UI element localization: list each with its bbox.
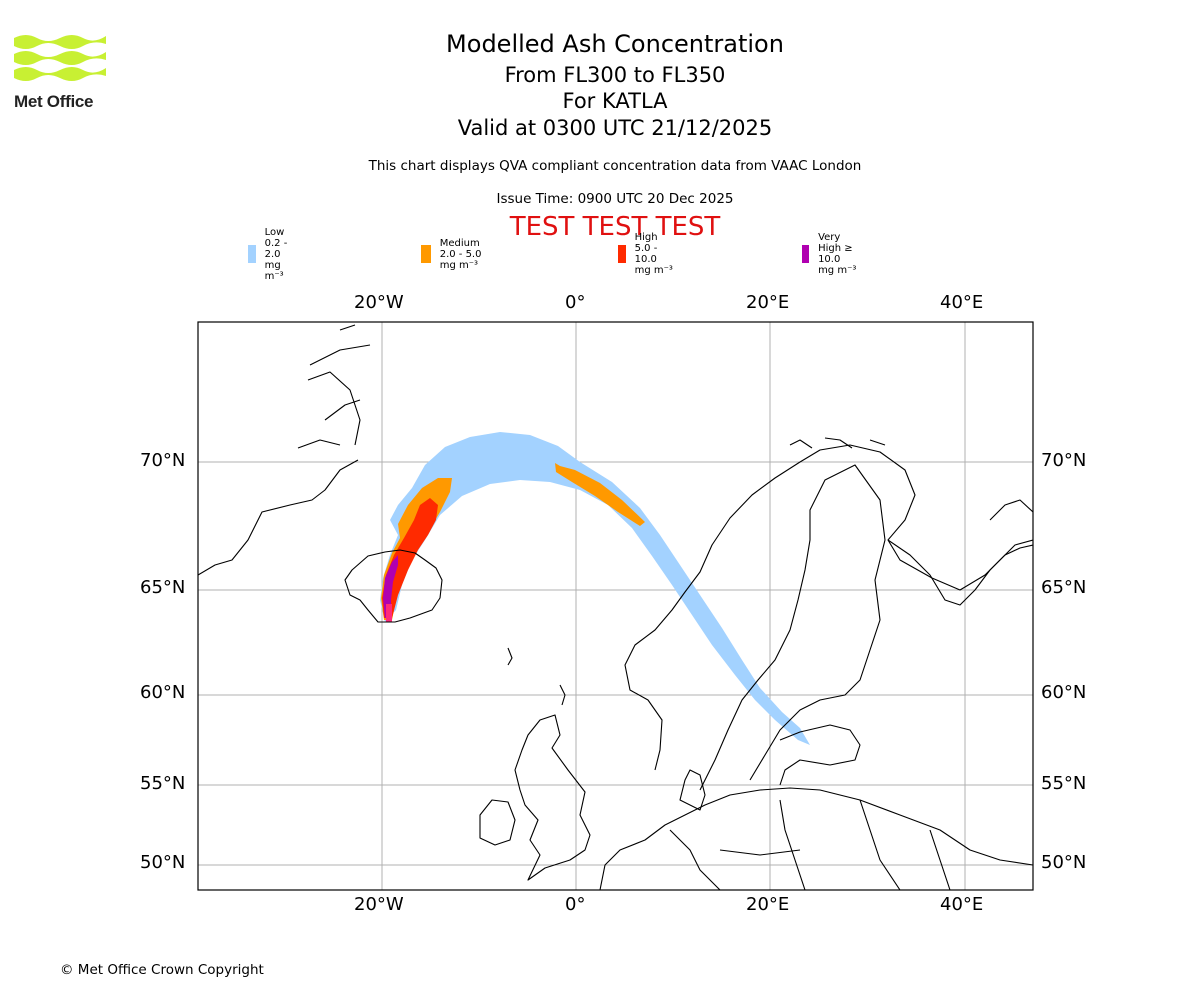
legend-swatch-low — [248, 245, 256, 263]
legend-label-high: High 5.0 - 10.0 mg m⁻³ — [634, 232, 673, 276]
lon-tick-top: 20°E — [746, 292, 790, 313]
ash-high-concentration — [382, 498, 438, 618]
flight-level-range: From FL300 to FL350 — [504, 63, 726, 87]
ash-plume — [380, 432, 810, 745]
lat-tick-left: 70°N — [140, 450, 186, 471]
legend-label-very-high: Very High ≥ 10.0 mg m⁻³ — [818, 232, 857, 276]
lon-tick-top: 0° — [565, 292, 586, 313]
iceland-coast — [344, 549, 443, 623]
volcano-name: For KATLA — [562, 89, 668, 113]
lon-tick-bottom: 0° — [565, 894, 586, 915]
issue-time: Issue Time: 0900 UTC 20 Dec 2025 — [496, 191, 734, 207]
volcano-source-marker — [386, 604, 392, 622]
lat-tick-right: 50°N — [1041, 852, 1087, 873]
legend-swatch-very-high — [802, 245, 810, 263]
met-office-logo-text: Met Office — [14, 92, 94, 111]
ireland-coast — [479, 799, 516, 846]
met-office-logo-icon — [14, 35, 106, 81]
scandinavia-coast — [624, 444, 1033, 771]
legend-item-high: High 5.0 - 10.0 mg m⁻³ — [618, 232, 673, 276]
legend-item-medium: Medium 2.0 - 5.0 mg m⁻³ — [421, 238, 493, 271]
lat-tick-left: 55°N — [140, 773, 186, 794]
legend-item-very-high: Very High ≥ 10.0 mg m⁻³ — [802, 232, 857, 276]
legend-label-low: Low 0.2 - 2.0 mg m⁻³ — [264, 226, 288, 282]
copyright-notice: © Met Office Crown Copyright — [60, 962, 264, 978]
ash-very-high-concentration — [383, 555, 398, 618]
lon-tick-top: 20°W — [354, 292, 404, 313]
great-britain-coast — [514, 714, 591, 881]
coastlines — [198, 324, 1033, 890]
chart-description: This chart displays QVA compliant concen… — [368, 158, 862, 174]
ash-medium-concentration-band — [555, 463, 645, 526]
lat-tick-left: 50°N — [140, 852, 186, 873]
lat-tick-left: 60°N — [140, 682, 186, 703]
lat-tick-right: 70°N — [1041, 450, 1087, 471]
legend-swatch-high — [618, 245, 626, 263]
lon-tick-top: 40°E — [940, 292, 984, 313]
lon-tick-bottom: 40°E — [940, 894, 984, 915]
legend-label-medium: Medium 2.0 - 5.0 mg m⁻³ — [439, 237, 482, 271]
map-border — [197, 321, 1034, 891]
valid-time: Valid at 0300 UTC 21/12/2025 — [457, 116, 773, 140]
map-gridlines — [198, 322, 1033, 890]
legend-swatch-medium — [421, 245, 431, 263]
chart-title: Modelled Ash Concentration — [446, 30, 784, 58]
lat-tick-left: 65°N — [140, 577, 186, 598]
lon-tick-bottom: 20°W — [354, 894, 404, 915]
lat-tick-right: 55°N — [1041, 773, 1087, 794]
lon-tick-bottom: 20°E — [746, 894, 790, 915]
lat-tick-right: 60°N — [1041, 682, 1087, 703]
legend-item-low: Low 0.2 - 2.0 mg m⁻³ — [248, 227, 300, 282]
test-banner: TEST TEST TEST — [509, 212, 721, 242]
lat-tick-right: 65°N — [1041, 577, 1087, 598]
